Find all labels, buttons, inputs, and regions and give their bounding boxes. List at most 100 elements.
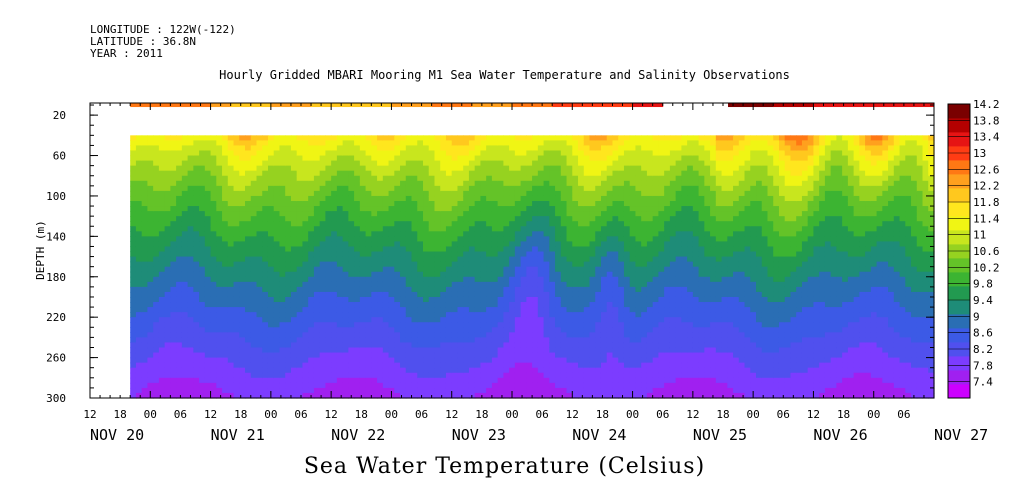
heatmap-cell <box>164 382 171 389</box>
heatmap-cell <box>193 286 200 293</box>
heatmap-cell <box>193 372 200 379</box>
heatmap-cell <box>359 302 367 308</box>
heatmap-cell <box>193 296 200 303</box>
heatmap-cell <box>445 296 453 303</box>
heatmap-cell <box>440 307 447 313</box>
heatmap-cell <box>193 367 200 374</box>
heatmap-cell <box>451 195 459 202</box>
heatmap-cell <box>153 367 160 374</box>
heatmap-cell <box>405 261 413 268</box>
heatmap-cell <box>463 236 470 243</box>
heatmap-cell <box>245 150 252 157</box>
heatmap-cell <box>606 236 614 243</box>
heatmap-cell <box>245 296 252 303</box>
heatmap-cell <box>555 372 562 379</box>
heatmap-cell <box>600 367 608 374</box>
heatmap-cell <box>497 392 504 399</box>
heatmap-cell <box>354 261 361 268</box>
heatmap-cell <box>285 367 292 374</box>
heatmap-cell <box>669 241 677 248</box>
heatmap-cell <box>600 185 608 192</box>
heatmap-cell <box>267 160 275 167</box>
heatmap-cell <box>296 190 304 197</box>
heatmap-cell <box>158 377 166 384</box>
heatmap-cell <box>296 296 304 303</box>
heatmap-cell <box>239 236 246 243</box>
heatmap-cell <box>491 307 499 313</box>
heatmap-cell <box>583 271 591 278</box>
heatmap-cell <box>359 185 367 192</box>
heatmap-cell <box>589 387 596 394</box>
heatmap-cell <box>491 302 499 308</box>
heatmap-cell <box>325 266 332 273</box>
heatmap-cell <box>359 322 367 328</box>
heatmap-cell <box>646 226 654 232</box>
heatmap-cell <box>388 342 395 349</box>
heatmap-cell <box>509 170 516 177</box>
heatmap-cell <box>526 195 533 202</box>
heatmap-cell <box>342 342 349 349</box>
heatmap-cell <box>354 216 361 222</box>
heatmap-cell <box>428 377 436 384</box>
heatmap-cell <box>451 387 459 394</box>
heatmap-cell <box>170 322 177 328</box>
heatmap-cell <box>646 155 654 162</box>
heatmap-cell <box>342 170 349 177</box>
heatmap-cell <box>388 206 395 212</box>
heatmap-cell <box>583 317 591 323</box>
heatmap-cell <box>210 276 217 283</box>
heatmap-cell <box>658 382 665 389</box>
heatmap-cell <box>526 140 533 147</box>
heatmap-cell <box>635 377 642 384</box>
heatmap-cell <box>302 327 309 333</box>
heatmap-cell <box>629 352 637 359</box>
heatmap-cell <box>204 211 212 217</box>
heatmap-cell <box>290 195 298 202</box>
heatmap-cell <box>423 246 430 253</box>
heatmap-cell <box>176 286 183 293</box>
heatmap-cell <box>589 317 596 323</box>
heatmap-cell <box>245 185 252 192</box>
heatmap-cell <box>646 175 654 182</box>
heatmap-cell <box>256 276 263 283</box>
heatmap-cell <box>566 367 573 374</box>
heatmap-cell <box>394 312 401 318</box>
heatmap-cell <box>623 387 631 394</box>
heatmap-cell <box>216 221 223 227</box>
heatmap-cell <box>164 246 171 253</box>
heatmap-cell <box>457 281 464 288</box>
heatmap-cell <box>319 382 326 389</box>
heatmap-cell <box>560 327 568 333</box>
heatmap-cell <box>612 342 619 349</box>
heatmap-cell <box>204 226 212 232</box>
heatmap-cell <box>141 307 149 313</box>
heatmap-cell <box>572 155 579 162</box>
heatmap-cell <box>491 150 499 157</box>
heatmap-cell <box>503 327 510 333</box>
heatmap-cell <box>377 337 384 344</box>
heatmap-cell <box>646 170 654 177</box>
heatmap-cell <box>595 377 602 384</box>
heatmap-cell <box>325 347 332 354</box>
heatmap-cell <box>170 145 177 152</box>
heatmap-cell <box>526 170 533 177</box>
heatmap-cell <box>279 256 286 263</box>
heatmap-cell <box>216 231 223 237</box>
heatmap-cell <box>331 145 338 152</box>
heatmap-cell <box>480 286 487 293</box>
heatmap-cell <box>210 231 217 237</box>
heatmap-cell <box>612 226 619 232</box>
heatmap-cell <box>135 190 143 197</box>
heatmap-cell <box>600 251 608 258</box>
heatmap-cell <box>669 322 677 328</box>
heatmap-cell <box>359 241 367 248</box>
heatmap-cell <box>130 160 137 167</box>
heatmap-cell <box>480 160 487 167</box>
heatmap-cell <box>664 342 671 349</box>
heatmap-cell <box>290 145 298 152</box>
heatmap-cell <box>566 362 573 369</box>
heatmap-cell <box>130 150 137 157</box>
heatmap-cell <box>262 281 269 288</box>
heatmap-cell <box>153 246 160 253</box>
heatmap-cell <box>532 392 539 399</box>
